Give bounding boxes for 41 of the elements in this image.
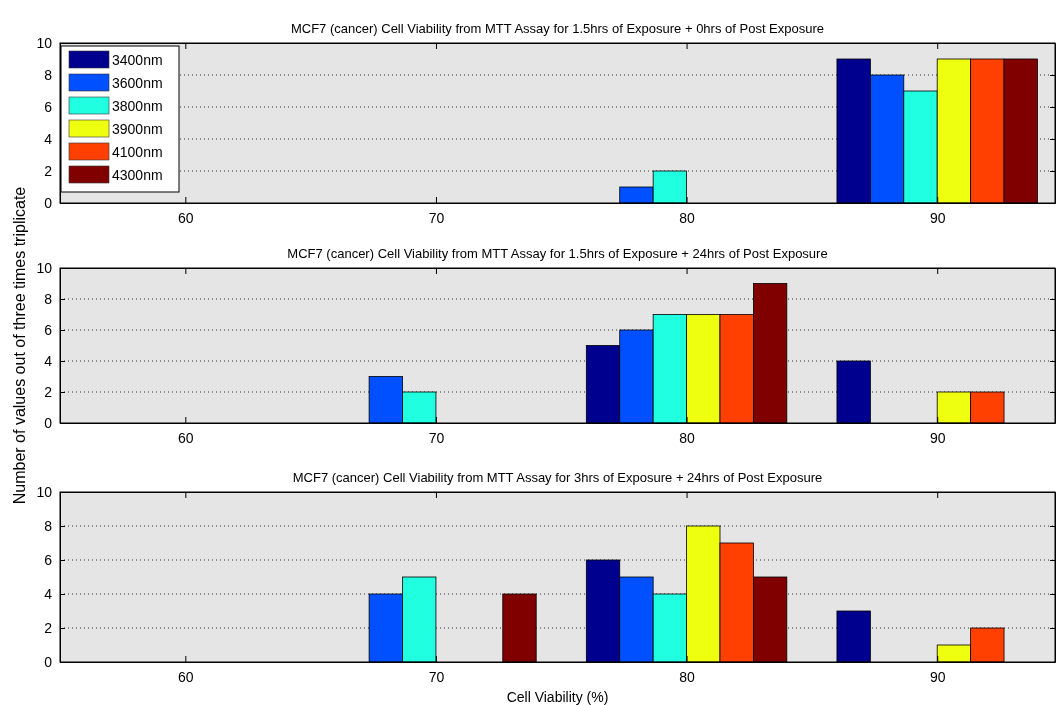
x-tick-label: 60 (178, 209, 194, 226)
y-tick-label: 8 (44, 517, 53, 534)
chart-title: MCF7 (cancer) Cell Viability from MTT Assay for 3hrs of Exposure + 24hrs of Post Exposure (292, 470, 823, 485)
y-tick-label: 6 (44, 98, 53, 115)
y-tick-label: 0 (44, 653, 53, 670)
x-tick-label: 60 (178, 668, 194, 685)
x-tick-label: 90 (929, 429, 946, 446)
x-tick-label: 90 (929, 668, 946, 685)
chart-title: MCF7 (cancer) Cell Viability from MTT Assay for 1.5hrs of Exposure + 0hrs of Post Exposure (290, 21, 825, 36)
y-tick-label: 0 (44, 414, 53, 431)
x-tick-label: 60 (178, 429, 194, 446)
y-tick-label: 4 (44, 352, 53, 369)
y-tick-label: 10 (36, 483, 53, 500)
legend-label: 4300nm (112, 167, 163, 183)
y-tick-label: 10 (36, 34, 53, 51)
x-tick-label: 80 (679, 209, 696, 226)
legend-label: 3800nm (112, 98, 163, 114)
legend-label: 4100nm (112, 144, 163, 160)
y-tick-label: 2 (44, 162, 53, 179)
y-tick-label: 10 (36, 259, 53, 276)
y-axis-title: Number of values out of three times triplicate (11, 186, 28, 505)
y-tick-label: 8 (44, 290, 53, 307)
y-tick-label: 4 (44, 585, 53, 602)
chart-title: MCF7 (cancer) Cell Viability from MTT Assay for 1.5hrs of Exposure + 24hrs of Post Exposure (287, 246, 828, 261)
x-tick-label: 80 (679, 429, 696, 446)
legend-label: 3400nm (112, 52, 163, 68)
y-tick-label: 6 (44, 321, 53, 338)
legend-label: 3900nm (112, 121, 163, 137)
x-tick-label: 90 (929, 209, 946, 226)
y-tick-label: 8 (44, 66, 53, 83)
x-tick-label: 70 (428, 429, 445, 446)
legend-label: 3600nm (112, 75, 163, 91)
y-tick-label: 2 (44, 619, 53, 636)
x-tick-label: 70 (428, 209, 445, 226)
x-tick-label: 70 (428, 668, 445, 685)
x-axis-title: Cell Viability (%) (506, 689, 609, 705)
x-tick-label: 80 (679, 668, 696, 685)
y-tick-label: 0 (44, 194, 53, 211)
y-tick-label: 2 (44, 383, 53, 400)
y-tick-label: 6 (44, 551, 53, 568)
y-tick-label: 4 (44, 130, 53, 147)
